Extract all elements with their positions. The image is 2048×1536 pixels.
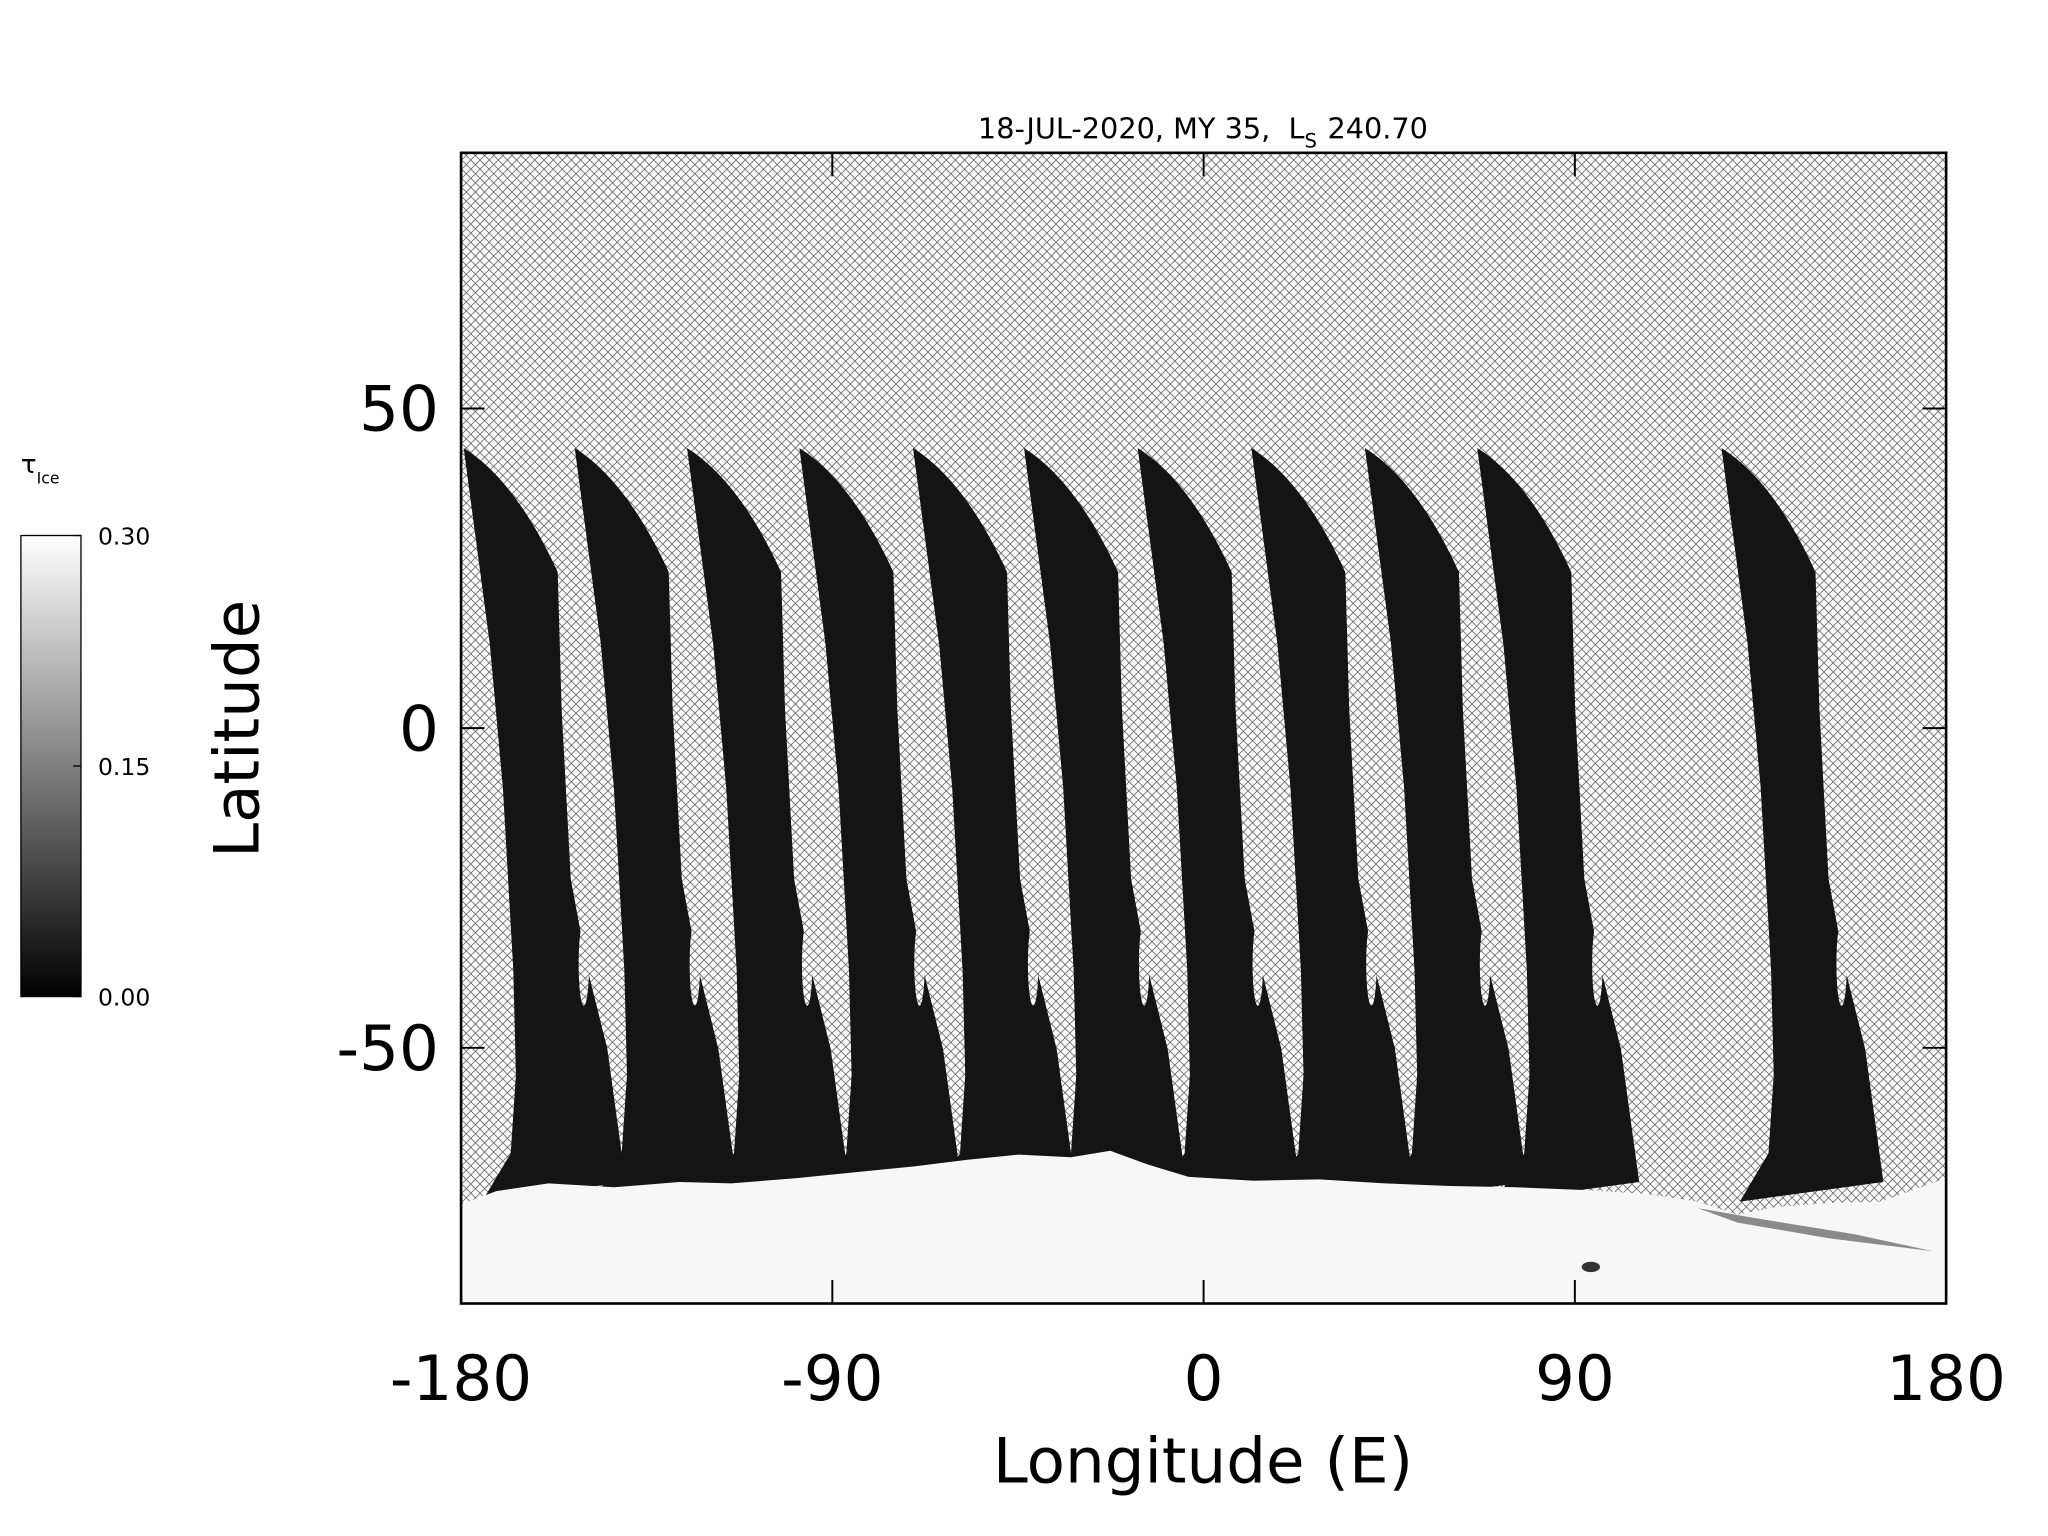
swath-gap [1138,922,1150,1006]
x-axis-label: Longitude (E) [993,1424,1413,1497]
colorbar-label: τIce [21,450,60,487]
swath [1364,448,1527,1202]
y-tick-label: 50 [359,373,439,446]
y-tick-label: 0 [399,692,439,765]
title-text: 18-JUL-2020, MY 35, [978,111,1270,145]
chart-title: 18-JUL-2020, MY 35, LS 240.70 [978,111,1428,152]
swath [574,448,737,1202]
colorbar-tick-label: 0.30 [98,523,150,551]
x-tick-label: -90 [781,1342,883,1415]
title-ls: L [1289,111,1305,145]
x-tick-label: -180 [390,1342,532,1415]
swath-gap [1366,922,1377,1006]
swath [687,448,849,1202]
title-ls-sub: S [1305,130,1317,153]
polar-cap [461,1150,1947,1304]
y-axis-label: Latitude [201,600,274,858]
swaths [463,448,1884,1202]
x-tick-label: 180 [1886,1342,2006,1415]
swath-gap [801,922,813,1006]
swath [912,448,1075,1202]
colorbar-tick-label: 0.15 [98,753,150,781]
title-ls-value: 240.70 [1327,111,1428,145]
colorbar [20,534,82,998]
swath [463,448,626,1202]
swath-gap [689,922,701,1006]
swath-gap [1479,922,1491,1006]
dark-spot [1581,1261,1600,1273]
swath [1137,448,1300,1202]
swath-gap [1027,922,1039,1006]
cap-edge [1697,1208,1934,1252]
colorbar-tick-label: 0.00 [98,984,150,1012]
swath-gap [1252,922,1264,1006]
swath-gap [578,922,590,1006]
x-tick-label: 0 [1184,1342,1224,1415]
x-tick-label: 90 [1535,1342,1615,1415]
swath [1721,448,1884,1202]
colorbar-symbol: τ [21,450,37,480]
swath-gap [914,922,925,1006]
colorbar-sub: Ice [37,468,60,487]
swath [1251,448,1414,1202]
swath [1024,448,1186,1202]
swath [1477,448,1640,1202]
swath-gap [1836,922,1847,1006]
swath [799,448,962,1202]
swath-gap [1592,922,1603,1006]
y-tick-label: -50 [336,1012,438,1085]
